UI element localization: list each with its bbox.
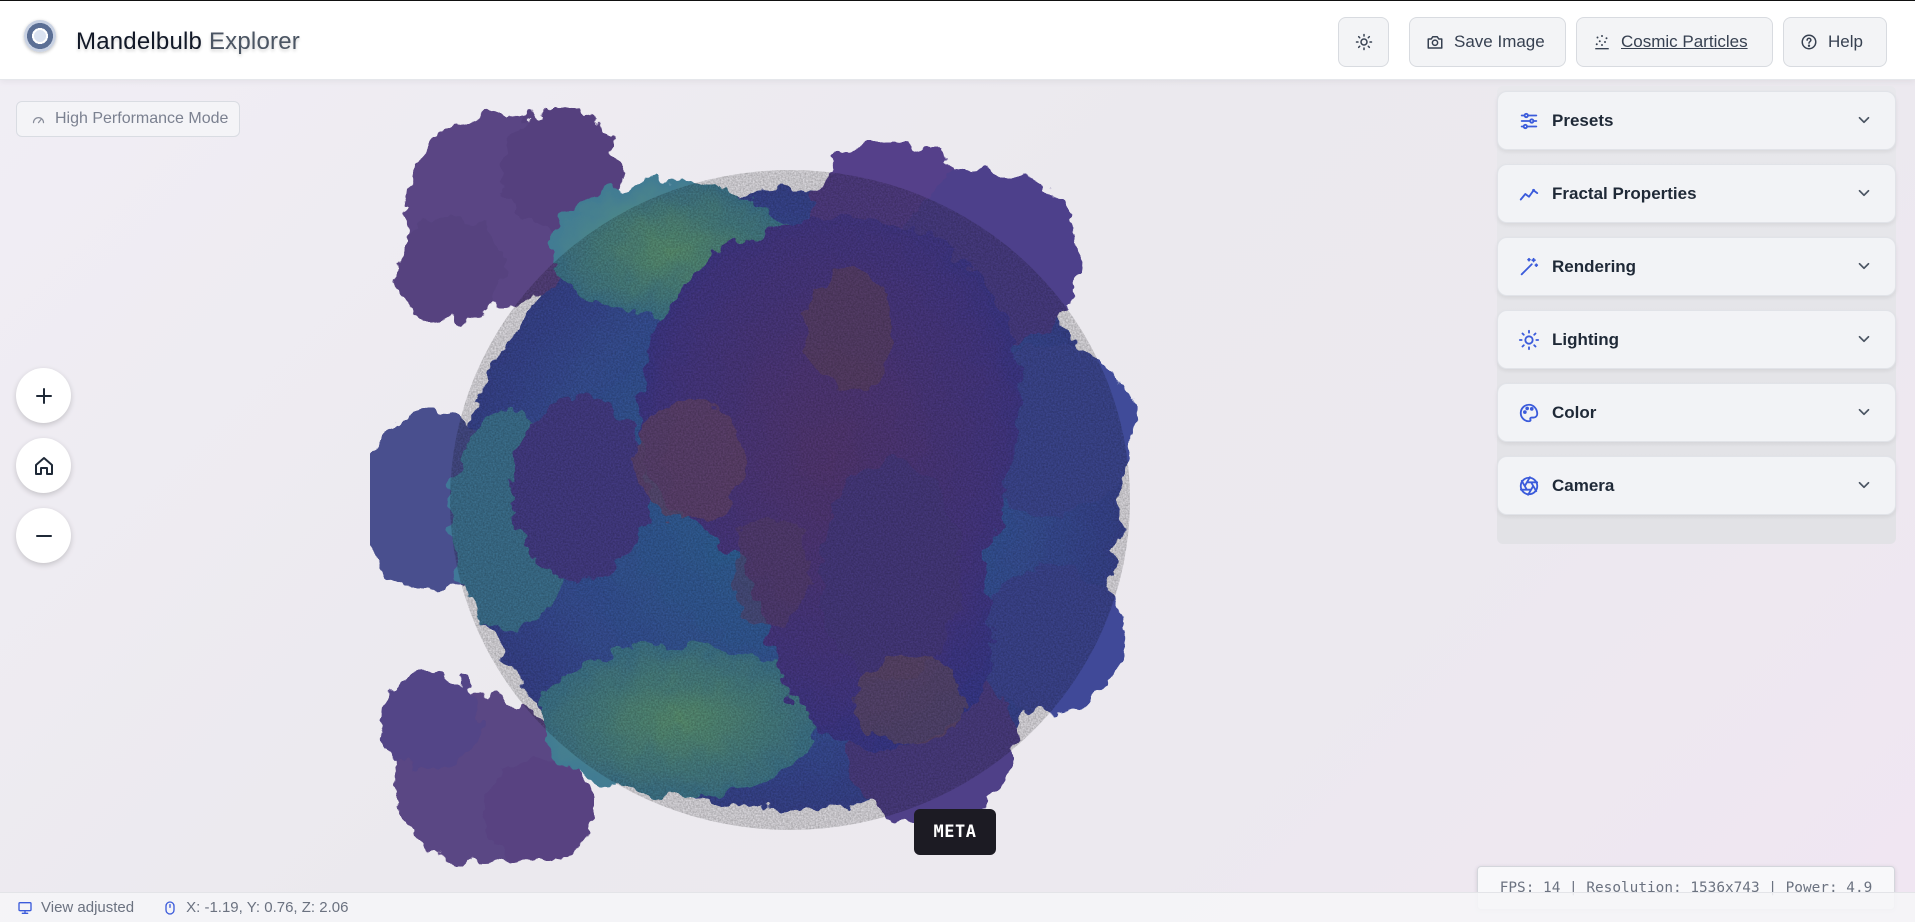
monitor-icon <box>18 901 32 914</box>
trend-icon <box>1519 188 1539 200</box>
accordion-presets-label: Presets <box>1552 110 1614 130</box>
zoom-out-button[interactable] <box>16 508 71 563</box>
chevron-down-icon <box>1858 335 1870 343</box>
particles-icon <box>1595 35 1609 50</box>
chevron-down-icon <box>1858 481 1870 489</box>
status-bar: View adjusted X: -1.19, Y: 0.76, Z: 2.06 <box>0 892 1915 922</box>
gauge-icon <box>32 116 45 123</box>
status-coords: X: -1.19, Y: 0.76, Z: 2.06 <box>162 899 348 916</box>
plus-icon <box>35 387 52 404</box>
high-performance-label: High Performance Mode <box>55 110 229 127</box>
accordion-color-label: Color <box>1552 402 1597 422</box>
chevron-down-icon <box>1858 189 1870 197</box>
mouse-icon <box>165 900 175 915</box>
chevron-down-icon <box>1858 116 1870 124</box>
chevron-down-icon <box>1858 262 1870 270</box>
status-view-text: View adjusted <box>41 899 135 916</box>
accordion-fractal-properties[interactable]: Fractal Properties <box>1497 164 1896 223</box>
palette-icon <box>1519 403 1539 422</box>
status-coords-text: X: -1.19, Y: 0.76, Z: 2.06 <box>186 899 349 916</box>
aperture-icon <box>1519 475 1539 496</box>
theme-toggle-button[interactable] <box>1338 17 1389 67</box>
sun-icon <box>1518 329 1540 350</box>
app-title-sub: Explorer <box>208 28 300 55</box>
app-logo <box>24 20 56 52</box>
zoom-in-button[interactable] <box>16 368 71 423</box>
sliders-icon <box>1520 112 1538 129</box>
accordion-lighting[interactable]: Lighting <box>1497 310 1896 369</box>
cosmic-particles-label: Cosmic Particles <box>1621 32 1748 51</box>
accordion-fractal-properties-label: Fractal Properties <box>1552 183 1697 203</box>
mandelbulb-render[interactable] <box>370 100 1230 880</box>
app-title-main: Mandelbulb <box>76 28 203 55</box>
reset-view-button[interactable] <box>16 438 71 493</box>
app-title: Mandelbulb Explorer <box>76 27 300 57</box>
wand-icon <box>1520 257 1539 275</box>
cosmic-particles-button[interactable]: Cosmic Particles <box>1576 17 1773 67</box>
minus-icon <box>35 534 52 537</box>
accordion-rendering[interactable]: Rendering <box>1497 237 1896 296</box>
home-icon <box>34 456 53 475</box>
sun-icon <box>1355 33 1372 51</box>
help-button[interactable]: Help <box>1783 17 1887 67</box>
fractal-viewport[interactable] <box>0 80 1915 892</box>
meta-key-tag: META <box>914 809 996 855</box>
help-label: Help <box>1828 32 1863 51</box>
accordion-camera-label: Camera <box>1552 475 1615 495</box>
help-circle-icon <box>1801 34 1817 50</box>
app-header: Mandelbulb Explorer Save Image Cosmic Pa… <box>0 0 1915 80</box>
chevron-down-icon <box>1858 408 1870 416</box>
accordion-lighting-label: Lighting <box>1552 329 1620 349</box>
status-view: View adjusted <box>17 899 134 916</box>
save-image-label: Save Image <box>1454 32 1545 51</box>
high-performance-toggle[interactable]: High Performance Mode <box>16 101 240 137</box>
accordion-color[interactable]: Color <box>1497 383 1896 442</box>
accordion-presets[interactable]: Presets <box>1497 91 1896 150</box>
save-image-button[interactable]: Save Image <box>1409 17 1566 67</box>
accordion-camera[interactable]: Camera <box>1497 456 1896 515</box>
accordion-rendering-label: Rendering <box>1552 256 1637 276</box>
camera-icon <box>1427 36 1443 49</box>
